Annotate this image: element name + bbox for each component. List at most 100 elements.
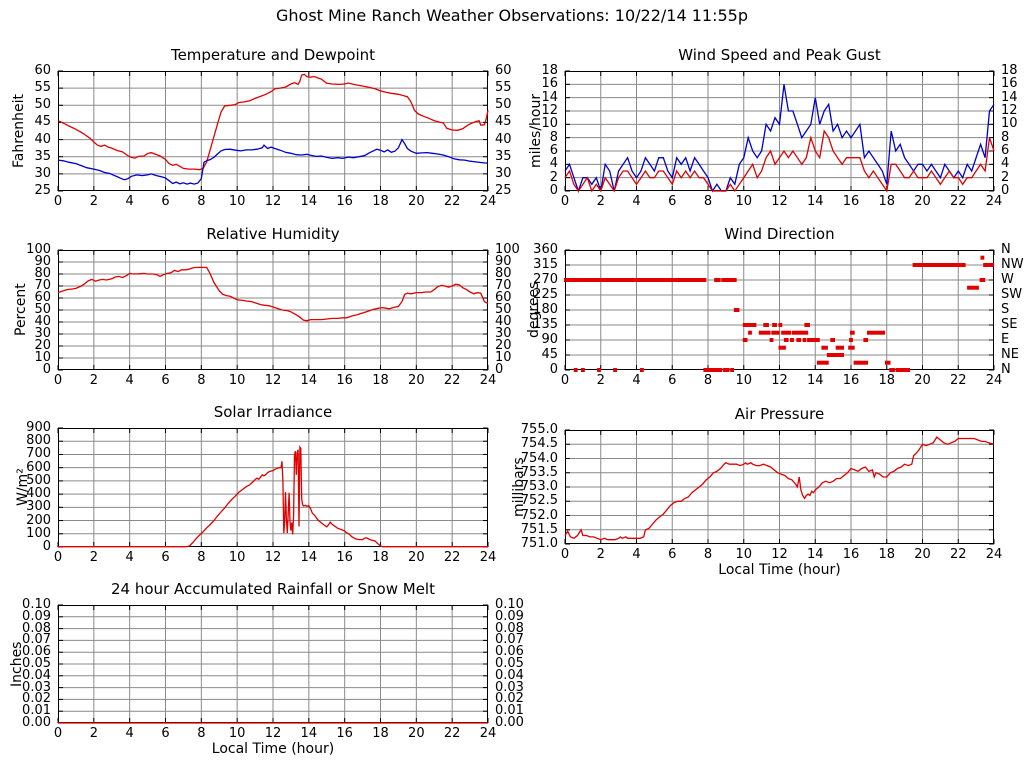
tick-label: 18 <box>372 194 389 209</box>
tick-label: 24 <box>985 194 1003 209</box>
tick-label: 20 <box>408 550 425 565</box>
tick-label: 18 <box>372 373 389 388</box>
tick-label: 50 <box>495 97 512 113</box>
tick-label: 0.07 <box>22 632 51 648</box>
wind-direction-marks <box>772 323 777 327</box>
chart-air-pressure: Air Pressure millibars Local Time (hour)… <box>511 405 1002 578</box>
wind-direction-marks <box>791 330 801 335</box>
tick-label: 45 <box>34 114 51 130</box>
wind-direction-marks <box>782 345 786 350</box>
tick-label: N <box>1001 362 1011 377</box>
tick-label: E <box>1001 332 1010 347</box>
tick-label: 0.01 <box>495 703 524 719</box>
tick-label: 300 <box>26 499 51 515</box>
tick-label: 751.0 <box>520 536 558 551</box>
tick-label: 24 <box>479 550 497 565</box>
tick-label: 100 <box>26 525 51 541</box>
tick-label: 0.09 <box>22 608 51 624</box>
tick-label: 16 <box>842 194 860 209</box>
tick-label: 0.03 <box>22 679 51 695</box>
tick-label: 22 <box>443 550 461 565</box>
tick-label: 8 <box>703 373 713 388</box>
tick-label: 20 <box>914 547 931 562</box>
tick-label: 30 <box>495 165 512 181</box>
chart-temperature-dewpoint: Temperature and Dewpoint Fahrenheit 25 25… <box>11 46 512 209</box>
chart-wind-direction: Wind Direction degrees 0 N 45 NE 90 E 135 SE 180… <box>526 225 1024 388</box>
tick-label: 2 <box>89 550 98 565</box>
tick-label: 18 <box>372 726 389 741</box>
wind-direction-marks <box>853 360 861 365</box>
wind-direction-marks <box>790 338 794 342</box>
tick-label: 14 <box>541 89 558 105</box>
tick-label: 16 <box>336 726 353 741</box>
tick-label: NW <box>1001 257 1024 272</box>
chart-title: Wind Speed and Peak Gust <box>678 46 881 64</box>
tick-label: 751.5 <box>520 521 558 537</box>
tick-label: 0 <box>560 373 570 388</box>
tick-label: 2 <box>89 194 98 209</box>
tick-label: 30 <box>34 326 51 341</box>
wind-direction-marks <box>802 338 807 342</box>
tick-label: 6 <box>668 373 677 388</box>
series-dewpoint <box>57 138 489 185</box>
wind-direction-marks <box>956 263 966 267</box>
tick-label: 4 <box>125 373 134 388</box>
tick-label: 0 <box>495 362 504 377</box>
tick-label: 6 <box>668 547 677 562</box>
tick-label: 8 <box>197 373 206 388</box>
wind-direction-marks <box>867 330 886 335</box>
tick-label: 8 <box>549 129 558 145</box>
tick-label: SW <box>1001 287 1023 302</box>
tick-label: 16 <box>842 547 860 562</box>
chart-rainfall-snowmelt: 24 hour Accumulated Rainfall or Snow Mel… <box>9 580 524 757</box>
tick-label: 22 <box>443 373 461 388</box>
tick-label: 2 <box>549 169 558 185</box>
tick-label: 8 <box>197 550 206 565</box>
wind-direction-marks <box>723 368 730 372</box>
tick-label: 753.5 <box>520 464 558 480</box>
tick-label: 55 <box>34 80 51 96</box>
tick-label: 24 <box>985 373 1003 388</box>
tick-label: 10 <box>228 194 246 209</box>
wind-direction-marks <box>983 263 995 267</box>
series-peak-gust <box>564 84 995 194</box>
tick-label: 4 <box>632 194 641 209</box>
tick-label: 6 <box>1001 143 1010 158</box>
wind-direction-marks <box>613 368 617 372</box>
tick-label: 10 <box>735 373 753 388</box>
tick-label: 50 <box>34 97 51 113</box>
plot-area <box>564 70 995 194</box>
wind-direction-marks <box>714 278 721 282</box>
tick-label: 10 <box>228 373 246 388</box>
tick-label: 0.10 <box>495 597 524 612</box>
wind-direction-marks <box>967 285 979 290</box>
wind-direction-marks <box>730 368 734 372</box>
wind-direction-marks <box>733 308 740 312</box>
tick-label: 0.04 <box>495 667 524 683</box>
plot-area <box>57 249 489 371</box>
tick-label: 4 <box>549 156 558 172</box>
tick-label: 30 <box>495 326 512 341</box>
tick-label: 20 <box>408 373 425 388</box>
x-axis-label: Local Time (hour) <box>211 741 335 757</box>
tick-label: 18 <box>878 547 896 562</box>
tick-label: 0.08 <box>495 620 524 636</box>
tick-label: 18 <box>541 63 558 78</box>
tick-label: S <box>1001 302 1010 317</box>
tick-label: 0.01 <box>22 703 51 719</box>
plot-area <box>57 427 489 548</box>
tick-label: 6 <box>161 194 170 209</box>
wind-direction-marks <box>912 263 958 267</box>
tick-label: 0 <box>53 550 63 565</box>
tick-label: 0 <box>53 373 63 388</box>
wind-direction-marks <box>860 360 869 365</box>
tick-label: 90 <box>34 254 51 269</box>
tick-label: 20 <box>914 194 931 209</box>
series-wind-speed <box>564 129 995 193</box>
tick-label: NE <box>1001 347 1019 362</box>
tick-label: 50 <box>495 302 512 317</box>
tick-label: 752.0 <box>520 507 558 523</box>
tick-label: 4 <box>125 726 134 741</box>
chart-title: Solar Irradiance <box>213 403 333 421</box>
tick-label: 45 <box>495 114 512 130</box>
